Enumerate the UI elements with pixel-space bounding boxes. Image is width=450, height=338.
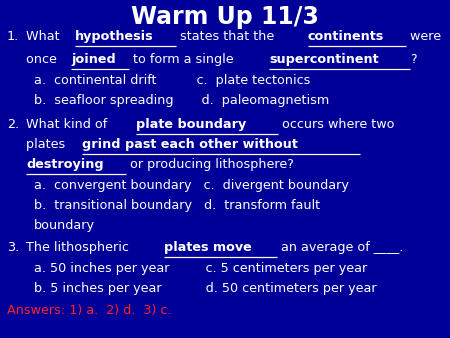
Text: b. 5 inches per year           d. 50 centimeters per year: b. 5 inches per year d. 50 centimeters p… (34, 282, 377, 295)
Text: supercontinent: supercontinent (269, 53, 378, 66)
Text: The lithospheric: The lithospheric (26, 241, 133, 254)
Text: b.  transitional boundary   d.  transform fault: b. transitional boundary d. transform fa… (34, 199, 320, 212)
Text: 3.: 3. (7, 241, 19, 254)
Text: an average of ____.: an average of ____. (277, 241, 404, 254)
Text: hypothesis: hypothesis (75, 30, 153, 43)
Text: Answers: 1) a.  2) d.  3) c.: Answers: 1) a. 2) d. 3) c. (7, 304, 171, 317)
Text: a. 50 inches per year         c. 5 centimeters per year: a. 50 inches per year c. 5 centimeters p… (34, 262, 367, 275)
Text: boundary: boundary (34, 219, 95, 232)
Text: 2.: 2. (7, 118, 19, 131)
Text: were: were (406, 30, 441, 43)
Text: once: once (26, 53, 61, 66)
Text: grind past each other without: grind past each other without (82, 138, 298, 151)
Text: plates move: plates move (164, 241, 252, 254)
Text: a.  continental drift          c.  plate tectonics: a. continental drift c. plate tectonics (34, 74, 310, 87)
Text: What kind of: What kind of (26, 118, 111, 131)
Text: to form a single: to form a single (129, 53, 237, 66)
Text: What: What (26, 30, 63, 43)
Text: b.  seafloor spreading       d.  paleomagnetism: b. seafloor spreading d. paleomagnetism (34, 94, 329, 107)
Text: plates: plates (26, 138, 69, 151)
Text: destroying: destroying (26, 158, 104, 171)
Text: occurs where two: occurs where two (278, 118, 395, 131)
Text: or producing lithosphere?: or producing lithosphere? (126, 158, 294, 171)
Text: Warm Up 11/3: Warm Up 11/3 (131, 5, 319, 29)
Text: a.  convergent boundary   c.  divergent boundary: a. convergent boundary c. divergent boun… (34, 179, 349, 192)
Text: 1.: 1. (7, 30, 19, 43)
Text: continents: continents (308, 30, 384, 43)
Text: plate boundary: plate boundary (136, 118, 246, 131)
Text: joined: joined (71, 53, 116, 66)
Text: states that the: states that the (176, 30, 278, 43)
Text: ?: ? (410, 53, 417, 66)
